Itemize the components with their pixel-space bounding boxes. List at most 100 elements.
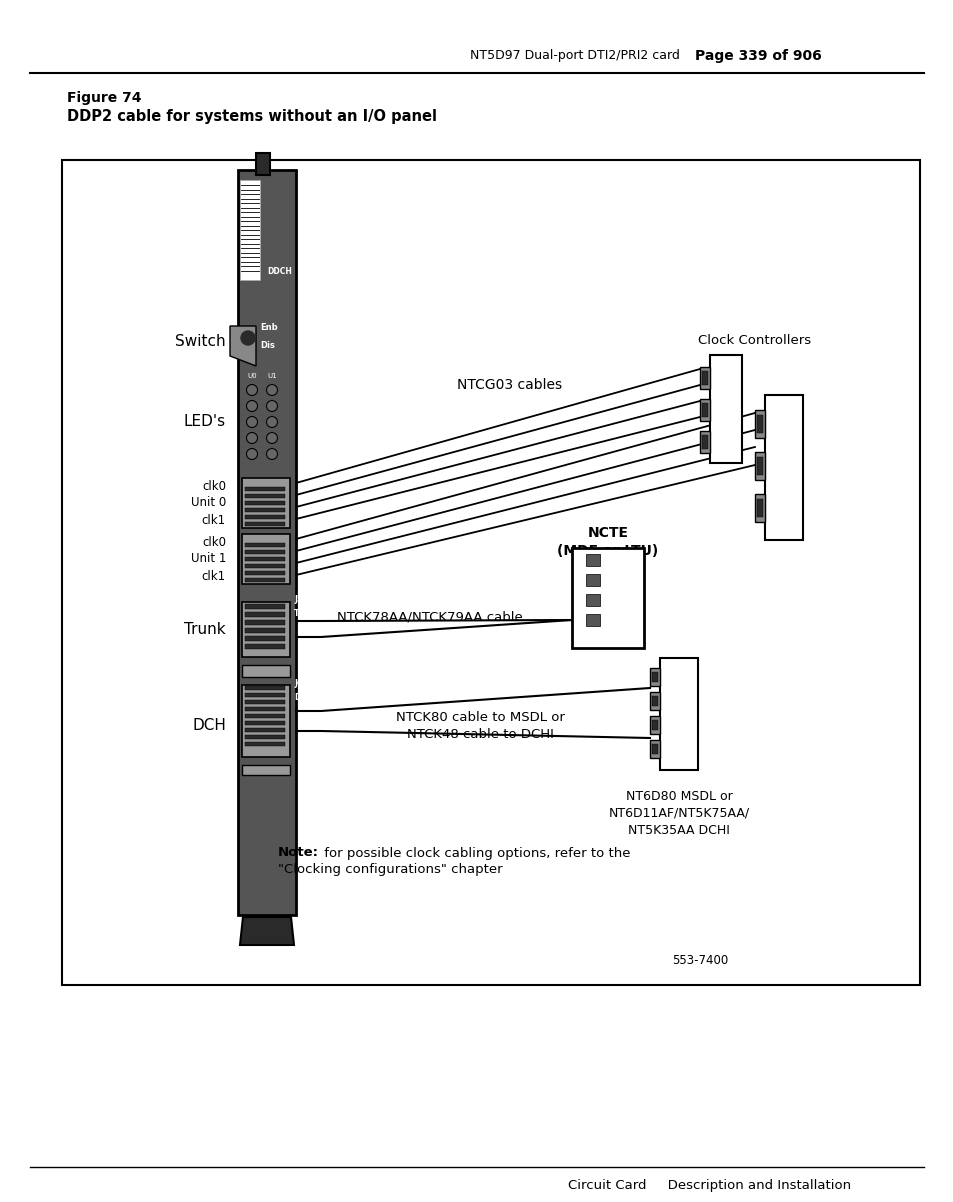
Bar — [242, 602, 290, 657]
Bar — [245, 522, 285, 526]
Circle shape — [266, 385, 277, 395]
Bar — [585, 614, 599, 626]
Bar — [585, 554, 599, 566]
Bar — [585, 575, 599, 587]
Bar — [245, 551, 285, 554]
Bar — [245, 514, 285, 519]
Bar — [651, 744, 658, 754]
Bar — [754, 494, 764, 522]
Bar — [242, 534, 290, 584]
Text: U0: U0 — [247, 373, 256, 379]
Text: Clock Controllers: Clock Controllers — [698, 333, 811, 346]
Bar — [240, 180, 260, 280]
Bar — [245, 734, 285, 739]
Bar — [245, 686, 285, 690]
Text: J5: J5 — [294, 595, 302, 605]
Bar — [700, 432, 709, 453]
Bar — [245, 728, 285, 732]
Bar — [764, 395, 802, 540]
Bar — [245, 487, 285, 490]
Text: NTCG03 cables: NTCG03 cables — [456, 377, 562, 392]
Polygon shape — [240, 917, 294, 945]
Bar — [245, 543, 285, 547]
Bar — [245, 644, 285, 649]
Bar — [245, 501, 285, 505]
Bar — [245, 694, 285, 697]
Text: 553-7400: 553-7400 — [671, 953, 727, 966]
Text: Note:: Note: — [277, 846, 318, 859]
Text: for possible clock cabling options, refer to the: for possible clock cabling options, refe… — [319, 846, 630, 859]
Text: TRK: TRK — [294, 609, 311, 619]
Text: Enb: Enb — [260, 323, 277, 333]
Text: NTCK78AA/NTCK79AA cable: NTCK78AA/NTCK79AA cable — [336, 611, 522, 624]
Bar — [245, 714, 285, 718]
Circle shape — [266, 400, 277, 411]
Polygon shape — [230, 326, 255, 365]
Bar — [245, 508, 285, 512]
Text: DDCH: DDCH — [267, 268, 293, 276]
Circle shape — [246, 417, 257, 428]
Bar — [649, 668, 659, 686]
Text: clk0
Unit 0
clk1: clk0 Unit 0 clk1 — [191, 480, 226, 526]
Bar — [245, 707, 285, 712]
Text: Switch: Switch — [175, 334, 226, 350]
Bar — [701, 371, 707, 385]
Text: Figure 74: Figure 74 — [67, 91, 141, 105]
Circle shape — [246, 433, 257, 444]
Bar — [242, 685, 290, 757]
Bar — [242, 764, 290, 775]
Bar — [651, 696, 658, 706]
Bar — [659, 657, 698, 770]
Text: Page 339 of 906: Page 339 of 906 — [695, 49, 821, 63]
Text: DCH: DCH — [192, 719, 226, 733]
Bar — [709, 355, 741, 463]
Bar — [62, 160, 919, 984]
Circle shape — [241, 331, 254, 345]
Bar — [237, 169, 295, 915]
Circle shape — [274, 282, 285, 293]
Bar — [757, 415, 762, 433]
Text: Trunk: Trunk — [184, 621, 226, 637]
Bar — [572, 548, 643, 648]
Bar — [245, 742, 285, 746]
Bar — [245, 557, 285, 561]
Bar — [651, 672, 658, 682]
Bar — [242, 478, 290, 528]
Text: Dis: Dis — [260, 341, 274, 351]
Circle shape — [266, 417, 277, 428]
Text: DCHI: DCHI — [294, 692, 315, 702]
Bar — [754, 410, 764, 438]
Bar — [245, 636, 285, 641]
Bar — [245, 721, 285, 725]
Text: J6: J6 — [294, 678, 302, 688]
Text: U1: U1 — [267, 373, 276, 379]
Text: NT6D80 MSDL or
NT6D11AF/NT5K75AA/
NT5K35AA DCHI: NT6D80 MSDL or NT6D11AF/NT5K75AA/ NT5K35… — [608, 790, 749, 837]
Text: NTCK80 cable to MSDL or
NTCK48 cable to DCHI: NTCK80 cable to MSDL or NTCK48 cable to … — [395, 712, 564, 740]
Bar — [585, 594, 599, 606]
Bar — [245, 564, 285, 569]
Bar — [245, 627, 285, 633]
Bar — [651, 720, 658, 730]
Text: Circuit Card     Description and Installation: Circuit Card Description and Installatio… — [568, 1179, 851, 1192]
Bar — [245, 494, 285, 498]
Bar — [245, 578, 285, 582]
Circle shape — [246, 385, 257, 395]
Bar — [754, 452, 764, 480]
Circle shape — [266, 433, 277, 444]
Circle shape — [266, 448, 277, 459]
Text: LED's: LED's — [184, 415, 226, 429]
Text: DDP2 cable for systems without an I/O panel: DDP2 cable for systems without an I/O pa… — [67, 108, 436, 124]
Bar — [701, 403, 707, 417]
Bar — [757, 457, 762, 475]
Bar — [701, 435, 707, 450]
Bar — [649, 692, 659, 710]
Circle shape — [246, 400, 257, 411]
Text: clk0
Unit 1
clk1: clk0 Unit 1 clk1 — [191, 536, 226, 583]
Bar — [245, 612, 285, 617]
Bar — [245, 603, 285, 609]
Bar — [757, 499, 762, 517]
Circle shape — [246, 448, 257, 459]
Text: "Clocking configurations" chapter: "Clocking configurations" chapter — [277, 863, 502, 876]
Text: NCTE
(MDF or LTU): NCTE (MDF or LTU) — [557, 526, 658, 559]
Bar — [700, 399, 709, 421]
